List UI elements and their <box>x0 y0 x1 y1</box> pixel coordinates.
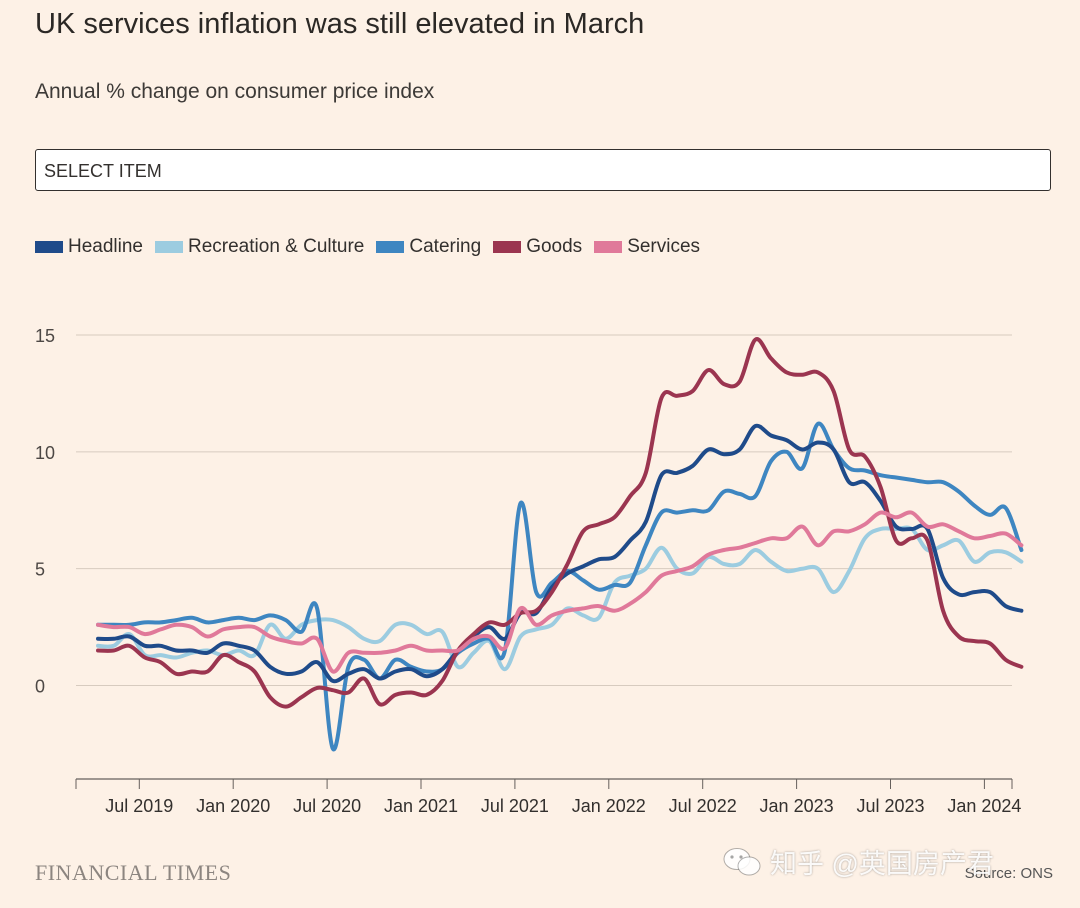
wechat-icon <box>723 847 761 875</box>
x-tick-label: Jul 2019 <box>105 796 173 816</box>
y-tick-label: 10 <box>35 443 55 463</box>
x-tick-label: Jan 2020 <box>196 796 270 816</box>
legend-item-services[interactable]: Services <box>594 236 700 258</box>
series-line-headline <box>96 423 1024 684</box>
series-line-goods <box>96 337 1024 709</box>
y-tick-label: 5 <box>35 560 45 580</box>
select-item-dropdown[interactable]: SELECT ITEM <box>35 149 1051 191</box>
legend-label: Headline <box>68 236 143 257</box>
legend-item-goods[interactable]: Goods <box>493 236 582 258</box>
series-line-recreation-culture <box>96 525 1024 672</box>
x-tick-label: Jan 2023 <box>760 796 834 816</box>
legend-item-catering[interactable]: Catering <box>376 236 481 258</box>
series-line-services <box>96 510 1024 674</box>
legend-item-headline[interactable]: Headline <box>35 236 143 258</box>
y-tick-label: 0 <box>35 677 45 697</box>
x-tick-label: Jan 2021 <box>384 796 458 816</box>
legend-label: Services <box>627 236 701 257</box>
x-tick-label: Jul 2023 <box>856 796 924 816</box>
legend-label: Catering <box>409 236 482 257</box>
y-tick-label: 15 <box>35 326 55 346</box>
legend-swatch <box>594 241 623 253</box>
watermark: 知乎 @英国房产君 <box>722 842 994 881</box>
chart-title: UK services inflation was still elevated… <box>35 8 645 40</box>
x-tick-label: Jul 2021 <box>481 796 549 816</box>
watermark-text: 知乎 @英国房产君 <box>770 849 994 879</box>
x-tick-label: Jan 2024 <box>947 796 1021 816</box>
legend-swatch <box>35 241 63 253</box>
series-line-catering <box>96 421 1024 752</box>
legend-swatch <box>493 241 522 253</box>
legend-item-recreation-culture[interactable]: Recreation & Culture <box>155 236 364 258</box>
x-tick-label: Jul 2020 <box>293 796 361 816</box>
ft-logo: FINANCIAL TIMES <box>35 860 232 885</box>
chart-legend: Headline Recreation & Culture Catering G… <box>35 236 712 258</box>
legend-swatch <box>376 241 405 253</box>
x-tick-label: Jul 2022 <box>669 796 737 816</box>
source-note: Source: ONS <box>964 865 1053 882</box>
legend-label: Recreation & Culture <box>188 236 365 257</box>
x-tick-label: Jan 2022 <box>572 796 646 816</box>
legend-swatch <box>155 241 183 253</box>
chart-subtitle: Annual % change on consumer price index <box>35 80 435 103</box>
legend-label: Goods <box>526 236 583 257</box>
